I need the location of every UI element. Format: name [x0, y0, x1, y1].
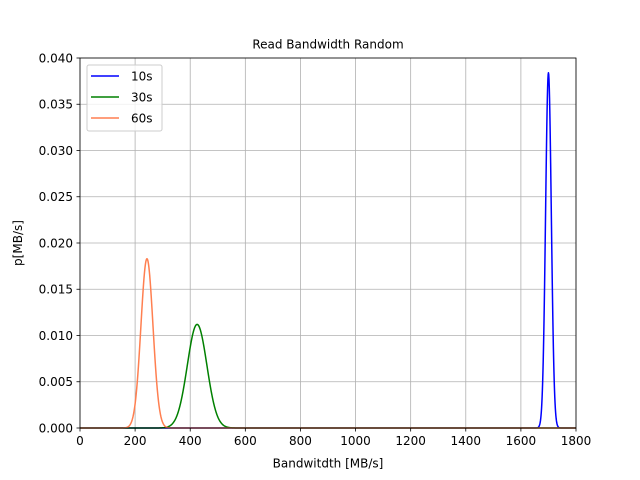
- x-tick-label: 800: [289, 434, 312, 448]
- legend-label-30s: 30s: [131, 90, 153, 104]
- x-tick-label: 0: [76, 434, 84, 448]
- legend-label-10s: 10s: [131, 69, 153, 83]
- y-tick-label: 0.040: [39, 51, 73, 65]
- y-tick-label: 0.035: [39, 98, 73, 112]
- y-tick-label: 0.030: [39, 144, 73, 158]
- y-axis-ticks: 0.000 0.005 0.010 0.015 0.020 0.025 0.030 0.035…: [39, 51, 80, 435]
- legend: 10s 30s 60s: [86, 64, 163, 132]
- y-tick-label: 0.000: [39, 421, 73, 435]
- x-tick-label: 200: [124, 434, 147, 448]
- y-tick-label: 0.010: [39, 329, 73, 343]
- y-tick-label: 0.005: [39, 375, 73, 389]
- x-tick-label: 1800: [561, 434, 592, 448]
- x-tick-label: 1600: [506, 434, 537, 448]
- y-tick-label: 0.025: [39, 190, 73, 204]
- x-axis-label: Bandwitdth [MB/s]: [273, 457, 384, 471]
- y-tick-label: 0.020: [39, 236, 73, 250]
- legend-box: [86, 64, 163, 132]
- x-tick-label: 1000: [340, 434, 371, 448]
- chart-title: Read Bandwidth Random: [252, 38, 403, 52]
- legend-label-60s: 60s: [131, 111, 153, 125]
- x-tick-label: 400: [179, 434, 202, 448]
- x-axis-ticks: 0 200 400 600 800 1000 1200 1400 1600 1800: [76, 428, 591, 448]
- y-axis-label: p[MB/s]: [11, 220, 25, 266]
- x-tick-label: 600: [234, 434, 257, 448]
- x-tick-label: 1200: [395, 434, 426, 448]
- y-tick-label: 0.015: [39, 283, 73, 297]
- x-tick-label: 1400: [451, 434, 482, 448]
